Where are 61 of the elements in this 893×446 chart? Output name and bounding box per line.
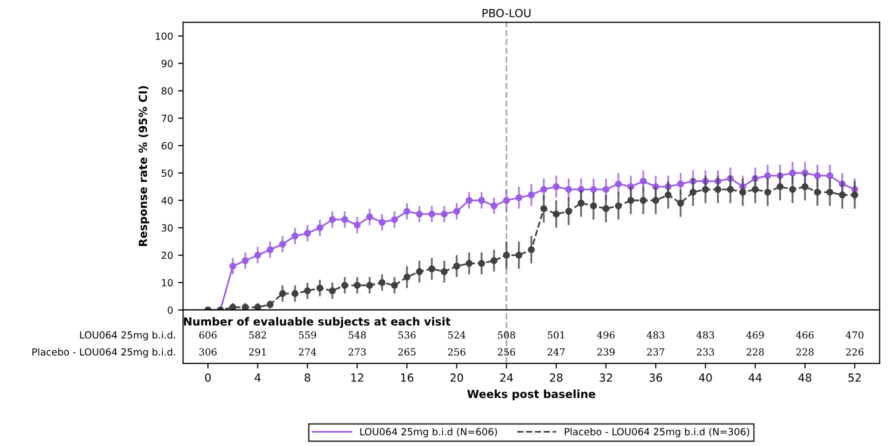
text: 483 <box>646 331 664 339</box>
y-tick-label: 60 <box>162 142 173 150</box>
text: 291 <box>249 348 266 356</box>
text: 274 <box>298 348 316 356</box>
text: 226 <box>846 348 864 356</box>
y-tick-label: 10 <box>162 279 173 286</box>
text: Placebo - LOU064 25mg b.i.d. <box>32 348 176 358</box>
y-tick-label: 80 <box>162 87 173 95</box>
text: 606 <box>199 331 217 339</box>
y-tick-label: 50 <box>162 169 173 177</box>
text: Number of evaluable subjects at each visit <box>184 317 450 328</box>
text: 228 <box>796 348 814 356</box>
text: 582 <box>249 331 266 339</box>
x-tick-label: 16 <box>401 373 414 382</box>
text: 273 <box>348 348 366 356</box>
legend-label: Placebo - LOU064 25mg b.i.d (N=306) <box>564 428 750 438</box>
y-tick-label: 30 <box>162 224 173 232</box>
text: 508 <box>498 331 516 339</box>
text: 233 <box>696 348 714 356</box>
y-tick-label: 40 <box>161 196 173 204</box>
text: 237 <box>647 348 664 356</box>
text: 536 <box>398 331 416 339</box>
y-tick-label: 90 <box>162 60 173 68</box>
x-tick-label: 20 <box>450 373 464 382</box>
x-tick-label: 28 <box>550 373 563 382</box>
legend-label: LOU064 25mg b.i.d (N=606) <box>360 428 497 438</box>
text: 256 <box>498 348 516 356</box>
text: 247 <box>548 348 565 356</box>
x-tick-label: 48 <box>798 373 812 382</box>
x-axis-title: Weeks post baseline <box>467 390 596 400</box>
text: 559 <box>298 331 316 339</box>
text: 228 <box>746 348 764 356</box>
x-tick-label: 40 <box>698 373 712 382</box>
text: 470 <box>846 331 864 339</box>
x-tick-label: 32 <box>600 373 612 382</box>
text: 265 <box>398 348 416 356</box>
x-tick-label: 12 <box>351 373 364 382</box>
text: 306 <box>199 348 217 356</box>
x-tick-label: 0 <box>205 373 211 382</box>
x-tick-label: 8 <box>304 373 310 382</box>
text: 256 <box>448 348 466 356</box>
text: 501 <box>548 331 564 339</box>
y-tick-label: 20 <box>162 252 173 260</box>
x-tick-label: 44 <box>748 374 762 382</box>
y-tick-label: 0 <box>168 306 173 314</box>
y-tick-label: 70 <box>162 114 173 122</box>
x-tick-label: 4 <box>254 374 261 382</box>
text: 239 <box>597 348 615 356</box>
x-tick-label: 24 <box>500 373 513 382</box>
text: LOU064 25mg b.i.d. <box>80 331 176 341</box>
text: 466 <box>796 331 814 339</box>
text: 524 <box>448 331 466 339</box>
text: 548 <box>348 331 366 339</box>
text: 496 <box>596 331 615 339</box>
y-tick-label: 100 <box>156 32 173 40</box>
x-tick-label: 36 <box>649 373 662 382</box>
text: 469 <box>746 331 764 339</box>
x-tick-label: 52 <box>848 373 861 382</box>
ref-line-label: PBO-LOU <box>482 8 530 18</box>
text: 483 <box>696 331 714 339</box>
y-axis-title: Response rate % (95% CI) <box>138 86 150 246</box>
